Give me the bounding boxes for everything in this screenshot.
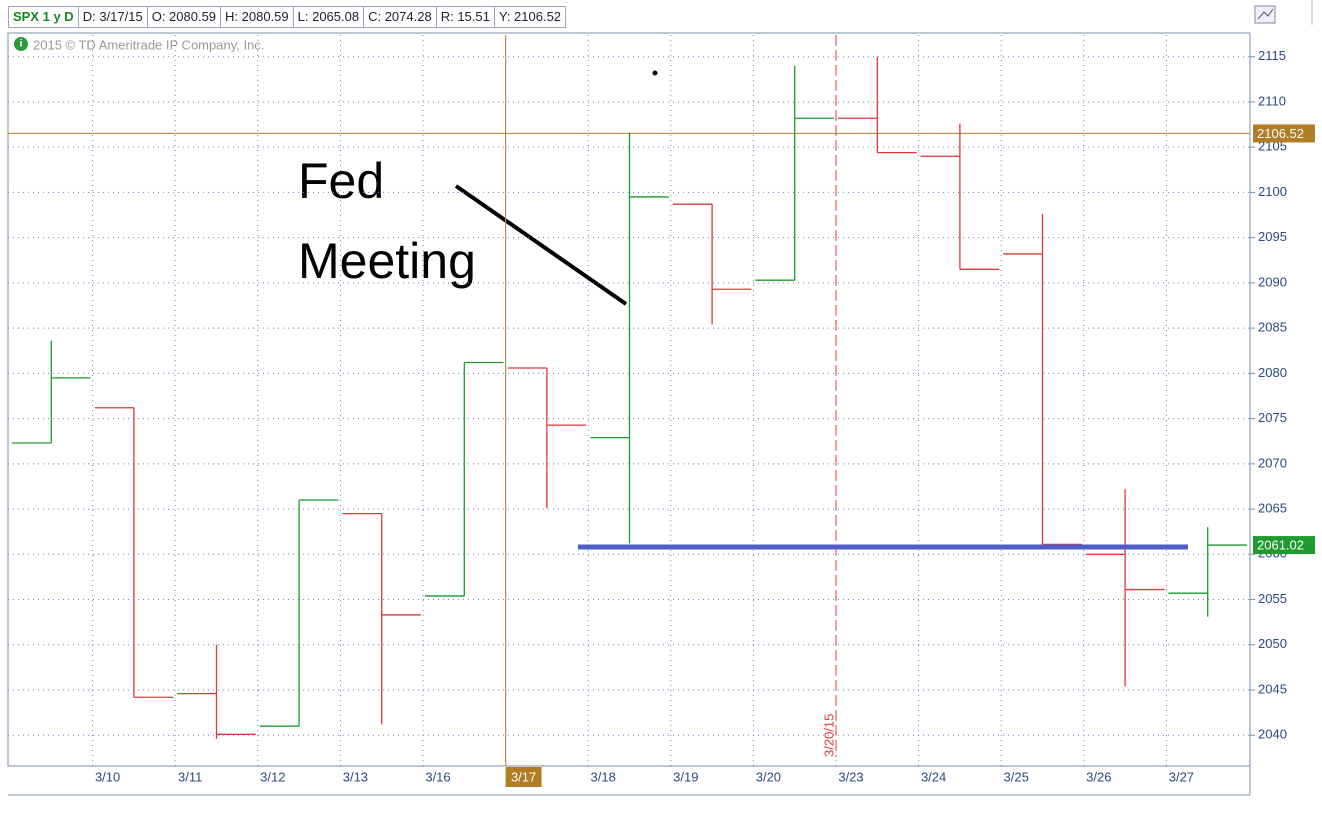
icon-glyph [1257, 8, 1274, 20]
annotation: Fed [298, 153, 384, 209]
event-label: 3/20/15 [821, 714, 836, 757]
price-label: 2106.52 [1257, 126, 1304, 141]
y-tick-label: 2110 [1258, 93, 1286, 108]
header-cell: L: 2065.08 [292, 6, 365, 28]
header-cell: Y: 2106.52 [493, 6, 567, 28]
x-tick-label: 3/11 [178, 769, 202, 784]
plot-frame [7, 32, 1251, 767]
x-tick-label: 3/10 [95, 769, 120, 784]
x-tick-label: 3/25 [1004, 769, 1029, 784]
dot [652, 70, 658, 76]
header-cell: D: 3/17/15 [77, 6, 148, 28]
x-tick-label: 3/20 [756, 769, 781, 784]
chart-icon[interactable] [1254, 5, 1276, 24]
y-tick-label: 2095 [1258, 229, 1287, 244]
annotation: Meeting [298, 233, 476, 289]
annotation-arrow [454, 184, 628, 306]
header: SPX 1 y D D: 3/17/15 O: 2080.59 H: 2080.59 L… [8, 6, 567, 28]
price-box [1253, 124, 1315, 143]
header-cell: SPX 1 y D [8, 6, 79, 28]
price-box [1253, 536, 1315, 555]
x-tick-label: 3/27 [1169, 769, 1194, 784]
x-tick-label: 3/26 [1086, 769, 1111, 784]
header-cell: O: 2080.59 [146, 6, 222, 28]
x-tick-label: 3/17 [511, 769, 536, 784]
price-label: 2061.02 [1257, 538, 1304, 553]
y-tick-label: 2070 [1258, 455, 1287, 470]
y-tick-label: 2115 [1258, 48, 1286, 63]
y-tick-label: 2100 [1258, 184, 1287, 199]
header-cell: C: 2074.28 [363, 6, 437, 28]
y-tick-label: 2075 [1258, 410, 1287, 425]
highlight-box [505, 767, 542, 787]
y-tick-label: 2065 [1258, 501, 1287, 516]
y-tick-label: 2055 [1258, 591, 1287, 606]
y-tick-label: 2080 [1258, 365, 1287, 380]
x-tick-label: 3/16 [425, 769, 450, 784]
info-icon[interactable] [14, 37, 28, 51]
x-tick-label: 3/13 [343, 769, 368, 784]
y-tick-label: 2090 [1258, 274, 1287, 289]
x-tick-label: 3/12 [260, 769, 285, 784]
y-tick-label: 2085 [1258, 320, 1287, 335]
y-tick-label: 2045 [1258, 681, 1287, 696]
info-glyph: i [20, 39, 23, 50]
header-cell: H: 2080.59 [220, 6, 294, 28]
y-tick-label: 2040 [1258, 727, 1287, 742]
copyright: 2015 © TD Ameritrade IP Company, Inc. [33, 37, 264, 52]
x-tick-label: 3/24 [921, 769, 946, 784]
x-tick-label: 3/18 [591, 769, 616, 784]
x-tick-label: 3/19 [673, 769, 698, 784]
y-tick-label: 2050 [1258, 636, 1287, 651]
x-tick-label: 3/23 [838, 769, 863, 784]
